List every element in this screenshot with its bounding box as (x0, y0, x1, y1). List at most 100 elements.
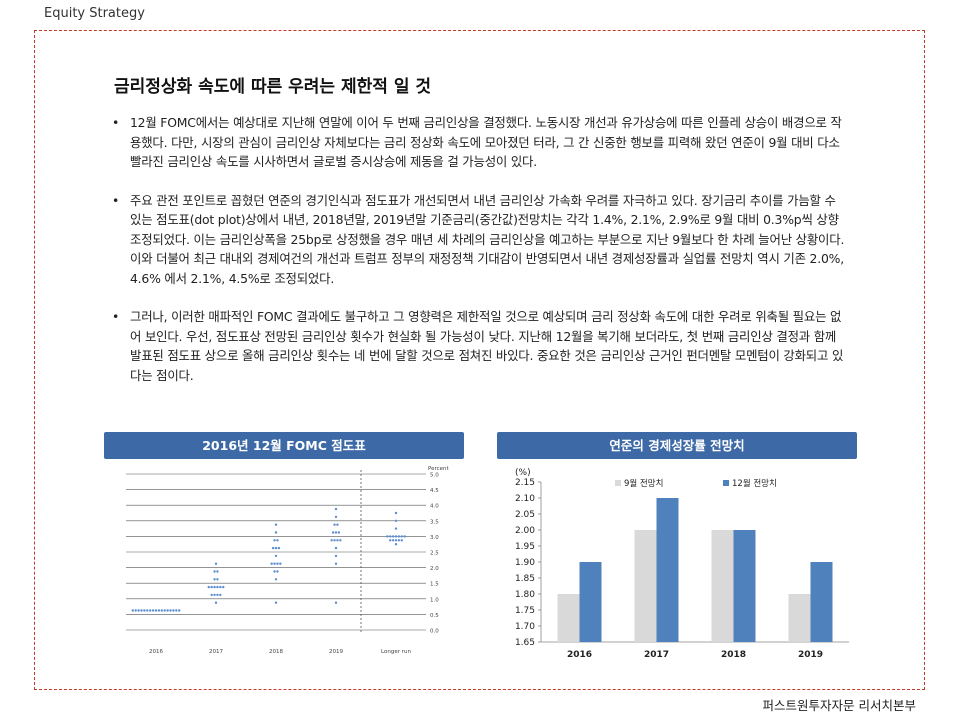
dot-plot-point (134, 609, 137, 612)
bar-chart-x-tick: 2017 (644, 650, 669, 660)
dot-plot-chart: 0.0 0.5 1.0 1.5 2.0 2.5 3.0 3.5 4.0 4.5 5.0Percent… (126, 466, 450, 655)
dot-plot-point (337, 531, 341, 534)
dot-plot-point (140, 609, 143, 612)
dot-plot-point (273, 539, 276, 542)
dot-plot-point (213, 578, 216, 581)
dot-plot-point (131, 609, 134, 612)
dot-plot-point (169, 609, 172, 612)
dot-plot-x-tick: 2019 (329, 649, 343, 655)
bar-chart-x-tick: 2019 (798, 650, 823, 660)
dot-plot-point (149, 609, 152, 612)
bullet-item: 12월 FOMC에서는 예상대로 지난해 연말에 이어 두 번째 금리인상을 결… (110, 113, 850, 172)
bar (711, 530, 734, 642)
dot-plot-point (334, 507, 338, 511)
legend-swatch (615, 480, 621, 486)
dot-plot-point (273, 570, 276, 573)
dot-plot-point (214, 601, 218, 604)
legend-swatch (723, 480, 729, 486)
bullet-item: 그러나, 이러한 매파적인 FOMC 결과에도 불구하고 그 영향력은 제한적일… (110, 307, 850, 385)
dot-plot-point (213, 593, 216, 597)
legend-label: 12월 전망치 (732, 478, 777, 489)
dot-plot-point (216, 585, 219, 589)
dot-plot-point (214, 562, 218, 565)
dot-plot-point (137, 609, 140, 612)
dot-plot-point (389, 535, 392, 538)
dot-plot-point (219, 593, 222, 597)
dot-plot-point (336, 523, 339, 526)
dot-plot-point (151, 609, 155, 612)
content-frame (34, 30, 925, 690)
page-title: 금리정상화 속도에 따른 우려는 제한적 일 것 (114, 77, 432, 97)
dot-plot-point (207, 585, 210, 589)
growth-bar-chart: (%) 1.65 1.70 1.75 1.80 1.85 1.90 1.95 2.00 2.05 2… (515, 468, 849, 660)
header-label: Equity Strategy (44, 6, 145, 21)
dot-plot-point (222, 585, 225, 589)
bar-chart-y-tick: 2.05 (515, 510, 535, 520)
bar-chart-y-tick: 2.00 (515, 526, 535, 536)
bar-chart-x-tick: 2016 (567, 650, 592, 660)
bar-chart-y-tick: 2.10 (515, 494, 535, 504)
dot-plot-x-tick: 2016 (149, 649, 163, 655)
dot-plot-point (276, 570, 279, 573)
dot-plot-point (160, 609, 163, 612)
dot-plot-point (397, 535, 401, 538)
dot-plot-point (210, 593, 213, 597)
dot-plot-point (274, 554, 278, 558)
dot-plot-point (154, 609, 158, 612)
dot-plot-point (143, 609, 146, 612)
bar-chart-y-tick: 1.70 (515, 622, 535, 632)
dot-plot-point (394, 519, 398, 522)
bar (579, 562, 602, 642)
dot-plot-point (163, 609, 166, 612)
dot-plot-point (333, 523, 336, 526)
bar-chart-y-tick: 1.85 (515, 574, 535, 584)
dot-plot-point (403, 535, 406, 538)
dot-plot-header: 2016년 12월 FOMC 점도표 (104, 432, 464, 459)
bar-chart-y-tick: 1.95 (515, 542, 535, 552)
bar (557, 594, 580, 642)
dot-plot-point (394, 527, 398, 530)
dot-plot-y-tick: 2.5 (430, 551, 439, 557)
dot-plot-point (213, 585, 216, 589)
growth-chart-header: 연준의 경제성장률 전망치 (497, 432, 857, 459)
dot-plot-x-tick: Longer run (381, 649, 411, 655)
dot-plot-point (216, 570, 219, 573)
dot-plot-point (172, 609, 175, 612)
dot-plot-point (394, 535, 398, 538)
dot-plot-y-tick: 3.0 (430, 535, 439, 541)
dot-plot-x-tick: 2018 (269, 649, 283, 655)
dot-plot-point (334, 554, 338, 558)
bar (733, 530, 756, 642)
dot-plot-point (271, 546, 275, 550)
dot-plot-point (331, 531, 335, 534)
bar-chart-y-tick: 1.80 (515, 590, 535, 600)
dot-plot-point (213, 570, 216, 573)
bullet-list: 12월 FOMC에서는 예상대로 지난해 연말에 이어 두 번째 금리인상을 결… (110, 113, 850, 404)
dot-plot-y-tick: 3.5 (430, 519, 439, 525)
legend-label: 9월 전망치 (624, 478, 663, 489)
dot-plot-point (391, 535, 395, 538)
dot-plot-point (400, 539, 403, 542)
dot-plot-y-tick: 4.0 (430, 504, 439, 510)
bar (788, 594, 811, 642)
dot-plot-point (394, 543, 398, 546)
dot-plot-point (146, 609, 149, 612)
dot-plot-point (276, 539, 279, 542)
bar-chart-y-tick: 2.15 (515, 478, 535, 488)
dot-plot-y-tick: 5.0 (430, 473, 439, 479)
bar-chart-unit: (%) (515, 468, 531, 478)
bullet-item: 주요 관전 포인트로 꼽혔던 연준의 경기인식과 점도표가 개선되면서 내년 금… (110, 191, 850, 289)
dot-plot-point (277, 546, 281, 550)
dot-plot-y-tick: 0.5 (430, 613, 439, 619)
dot-plot-point (334, 515, 338, 519)
dot-plot-y-tick: 2.0 (430, 566, 439, 572)
dot-plot-point (394, 511, 398, 515)
dot-plot-point (157, 609, 161, 612)
dot-plot-point (334, 601, 338, 604)
dot-plot-axis-title: Percent (428, 466, 450, 472)
dot-plot-point (391, 539, 395, 542)
dot-plot-y-tick: 0.0 (430, 629, 439, 635)
dot-plot-point (178, 609, 181, 612)
dot-plot-x-tick: 2017 (209, 649, 223, 655)
dot-plot-point (219, 585, 222, 589)
